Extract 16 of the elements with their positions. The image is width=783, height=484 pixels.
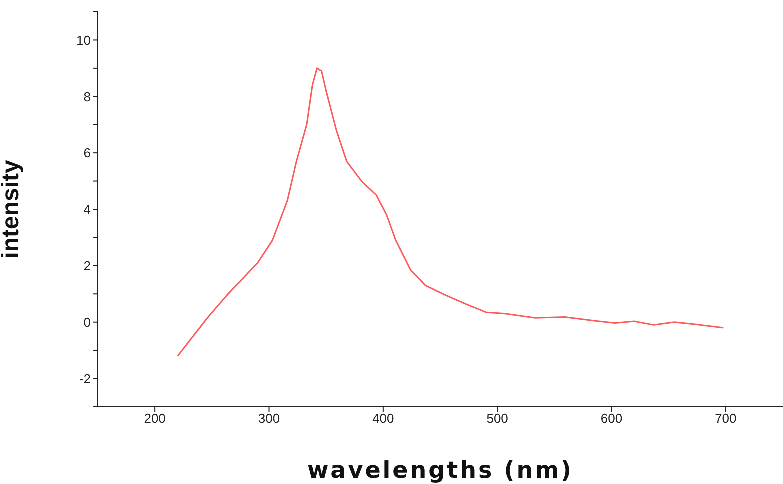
y-tick-label: -2 bbox=[79, 371, 91, 386]
y-axis-title: intensity bbox=[0, 160, 25, 259]
y-tick-label: 2 bbox=[84, 258, 91, 274]
x-tick-label: 200 bbox=[144, 411, 166, 426]
y-tick-label: 6 bbox=[84, 146, 91, 161]
x-axis-title: wavelengths (nm) bbox=[307, 458, 574, 484]
x-tick-label: 400 bbox=[372, 411, 394, 426]
x-tick-label: 500 bbox=[486, 411, 508, 426]
y-tick-label: 0 bbox=[84, 314, 91, 330]
x-tick-label: 600 bbox=[600, 411, 623, 426]
y-tick-label: 4 bbox=[84, 202, 91, 218]
line-series bbox=[177, 68, 724, 357]
x-tick-label: 700 bbox=[715, 411, 737, 426]
y-tick-label: 8 bbox=[84, 89, 91, 104]
y-tick-label: 10 bbox=[76, 32, 91, 48]
x-tick-label: 300 bbox=[258, 411, 280, 426]
